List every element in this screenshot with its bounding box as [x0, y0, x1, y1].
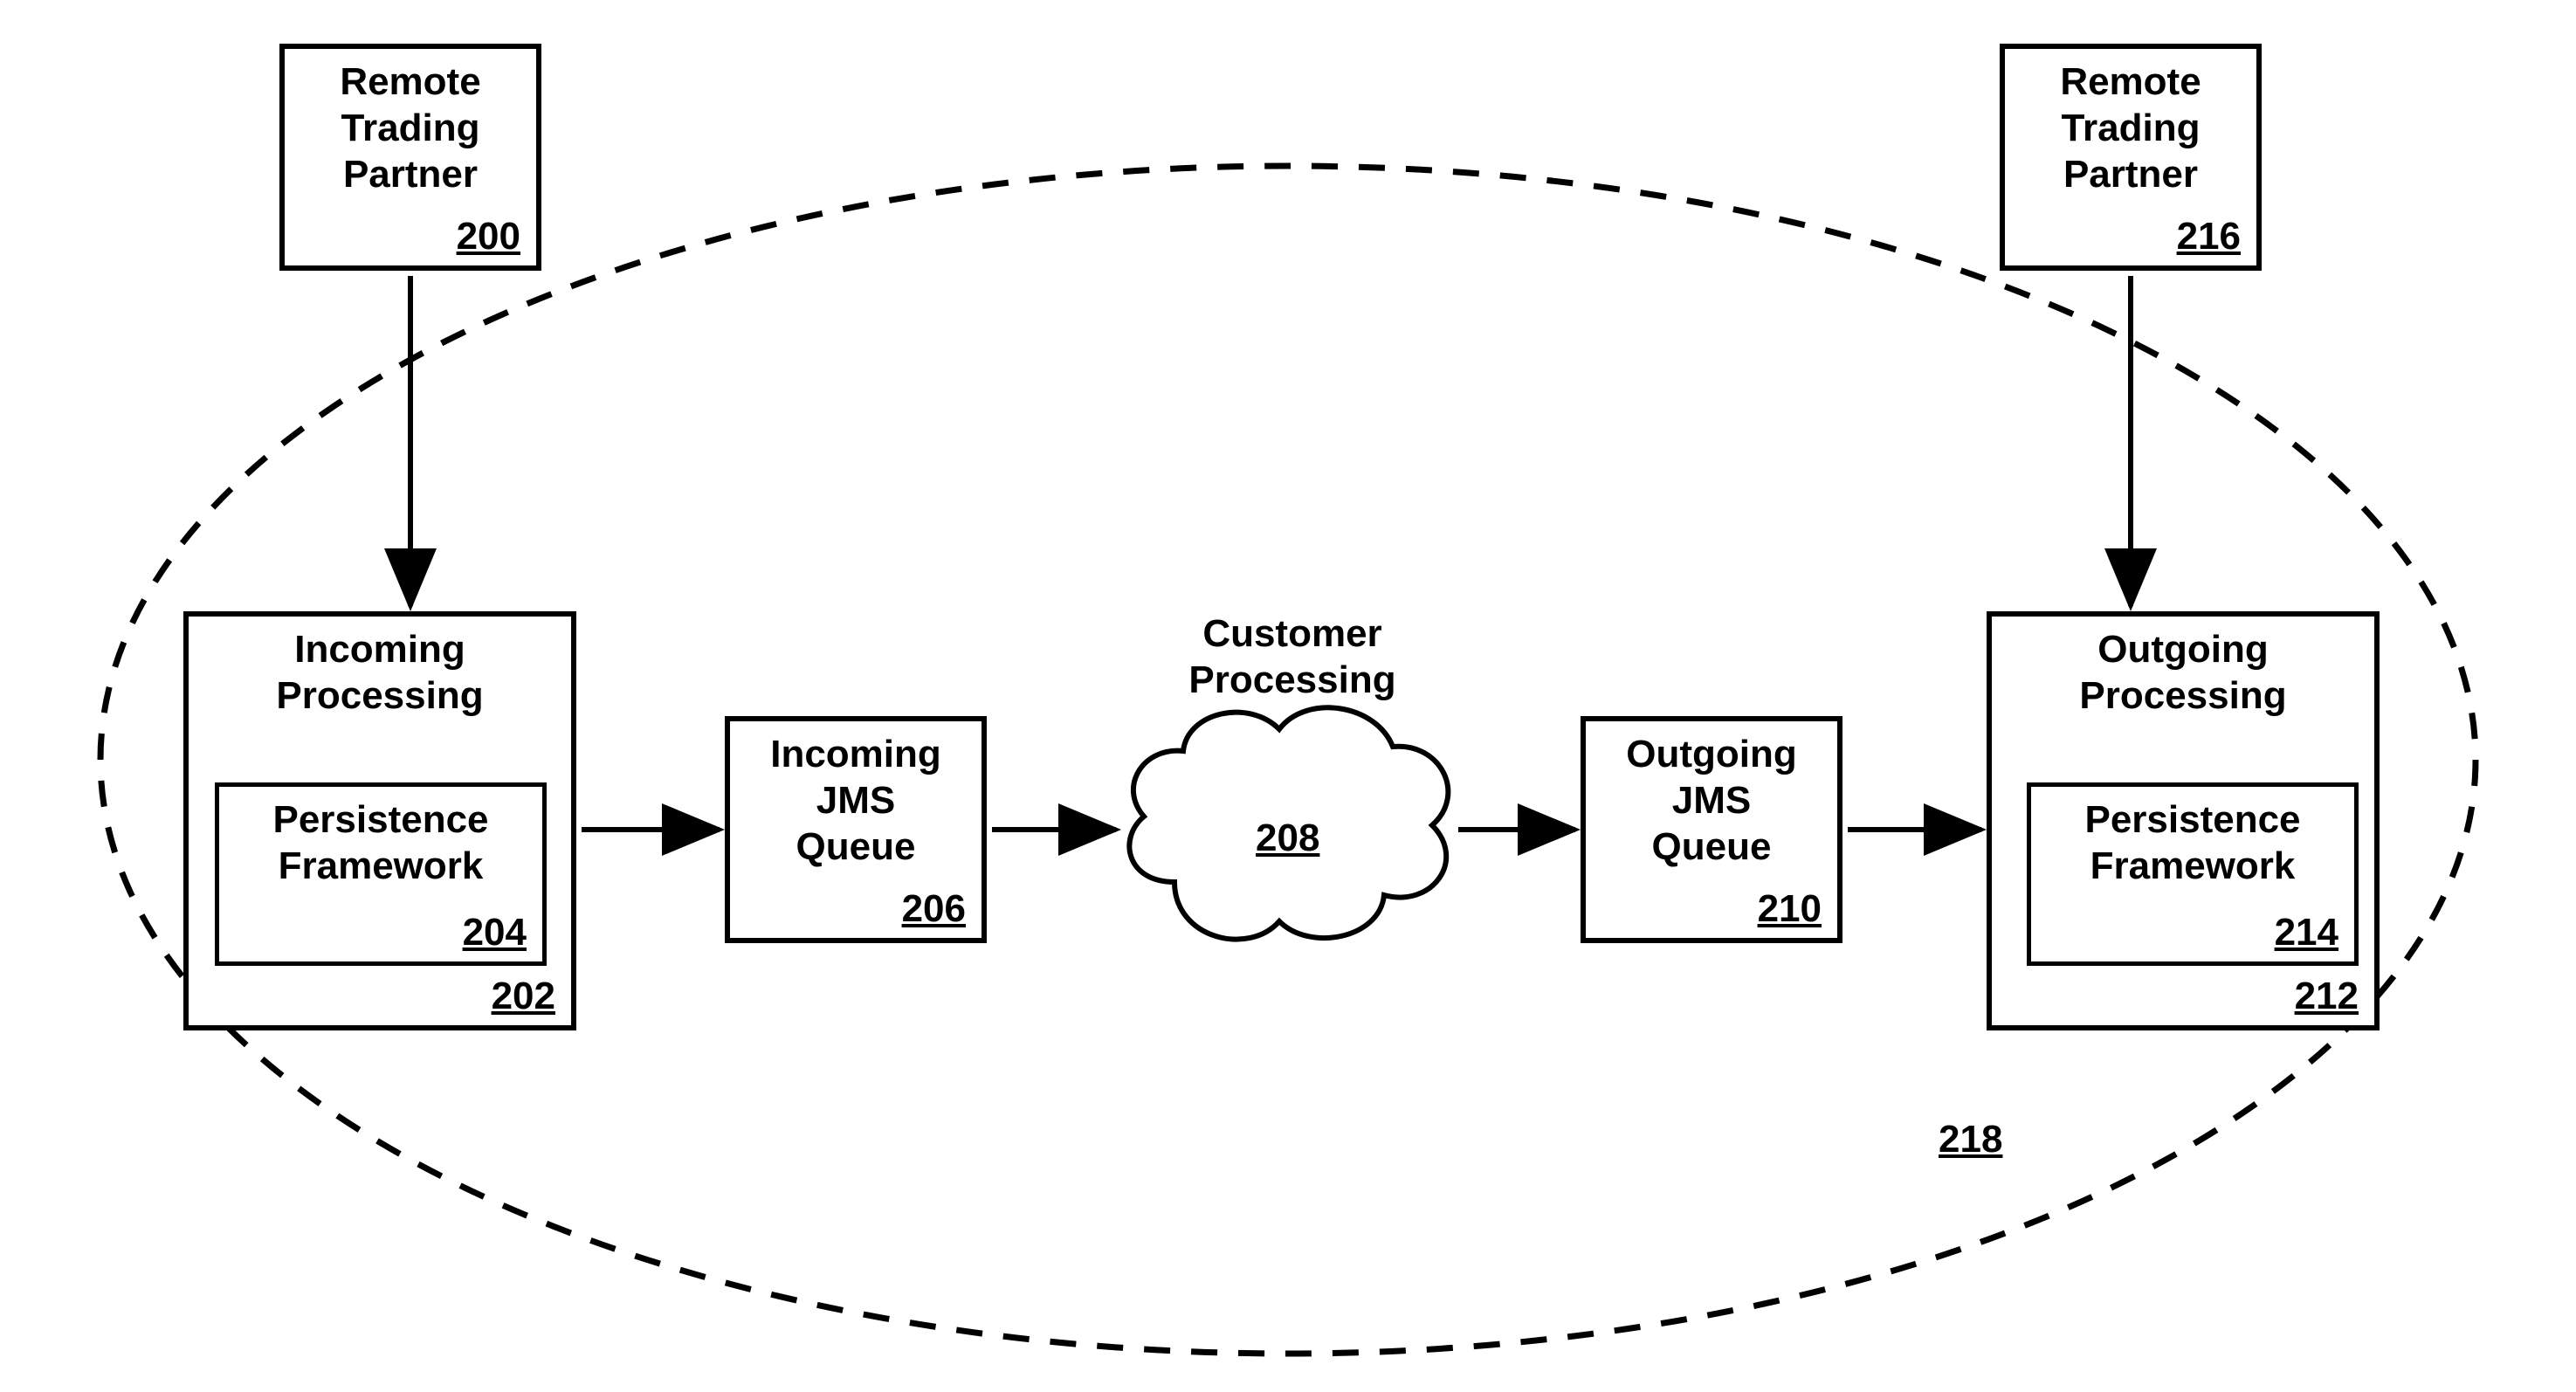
node-incoming-queue: IncomingJMSQueue 206: [725, 716, 987, 943]
node-persistence-framework-right: PersistenceFramework 214: [2027, 782, 2359, 966]
node-persistence-framework-left: PersistenceFramework 204: [215, 782, 547, 966]
cloud-label: CustomerProcessing: [1188, 611, 1397, 704]
node-remote-partner-left: RemoteTradingPartner 200: [279, 44, 541, 271]
node-label: OutgoingProcessing: [2079, 617, 2286, 720]
node-ref: 200: [457, 215, 520, 258]
node-incoming-processing: IncomingProcessing PersistenceFramework …: [183, 611, 576, 1030]
node-ref: 212: [2295, 975, 2359, 1018]
node-outgoing-queue: OutgoingJMSQueue 210: [1581, 716, 1842, 943]
node-ref: 210: [1758, 887, 1822, 931]
cloud-ref: 208: [1256, 817, 1319, 860]
node-label: PersistenceFramework: [2084, 787, 2300, 890]
node-label: PersistenceFramework: [272, 787, 488, 890]
node-label: IncomingJMSQueue: [770, 721, 941, 870]
node-ref: 214: [2275, 911, 2338, 954]
node-label: RemoteTradingPartner: [340, 49, 480, 197]
ellipse-ref: 218: [1939, 1118, 2002, 1161]
node-outgoing-processing: OutgoingProcessing PersistenceFramework …: [1987, 611, 2380, 1030]
node-label: RemoteTradingPartner: [2060, 49, 2201, 197]
node-remote-partner-right: RemoteTradingPartner 216: [2000, 44, 2262, 271]
node-ref: 204: [463, 911, 527, 954]
flowchart-diagram: RemoteTradingPartner 200 RemoteTradingPa…: [0, 0, 2576, 1392]
node-ref: 216: [2177, 215, 2241, 258]
node-label: OutgoingJMSQueue: [1626, 721, 1797, 870]
node-ref: 202: [492, 975, 555, 1018]
node-label: IncomingProcessing: [276, 617, 483, 720]
node-ref: 206: [902, 887, 966, 931]
